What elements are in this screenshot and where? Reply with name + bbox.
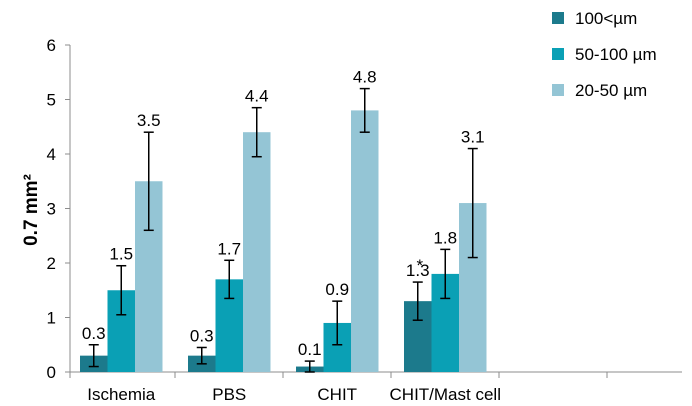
data-label: 0.3	[82, 324, 106, 343]
legend-label: 50-100 µm	[575, 45, 657, 64]
legend-swatch	[552, 12, 564, 24]
legend-swatch	[552, 48, 564, 60]
data-label: 0.3	[190, 326, 214, 345]
bar	[243, 132, 271, 372]
y-tick-label: 6	[47, 36, 56, 55]
x-category-label: CHIT/Mast cell	[390, 385, 501, 404]
y-tick-label: 1	[47, 309, 56, 328]
data-label: 1.7	[217, 239, 241, 258]
bar	[351, 110, 379, 373]
data-label: 3.5	[137, 111, 161, 130]
x-axis: Ischemia PBS CHIT CHIT/Mast cell	[69, 371, 682, 404]
x-category-label: CHIT	[317, 385, 357, 404]
y-tick-label: 0	[47, 363, 56, 382]
data-label: 0.1	[298, 340, 322, 359]
x-category-label: PBS	[212, 385, 246, 404]
y-axis: 0 1 2 3 4 5 6	[47, 36, 71, 382]
legend-label: 100<µm	[575, 9, 637, 28]
y-axis-title: 0.7 mm²	[21, 174, 42, 246]
y-tick-label: 3	[47, 200, 56, 219]
legend-label: 20-50 µm	[575, 81, 647, 100]
y-tick-label: 4	[47, 145, 56, 164]
data-label: 1.3	[406, 261, 430, 280]
legend: 100<µm 50-100 µm 20-50 µm	[552, 9, 657, 100]
bars	[80, 110, 487, 373]
data-label: 3.1	[461, 128, 485, 147]
significance-annotation: *	[416, 256, 423, 275]
data-label: 0.9	[325, 280, 349, 299]
y-tick-label: 5	[47, 91, 56, 110]
y-tick-label: 2	[47, 254, 56, 273]
data-label: 1.5	[109, 245, 133, 264]
x-category-label: Ischemia	[87, 385, 156, 404]
data-labels: 0.3 0.3 0.1 1.3 1.5 1.7 0.9 1.8 3.5 4.4 4.8 3.1 *	[82, 68, 485, 360]
data-label: 4.8	[353, 68, 377, 87]
data-label: 4.4	[245, 87, 269, 106]
data-label: 1.8	[433, 228, 457, 247]
legend-swatch	[552, 84, 564, 96]
error-bars	[88, 87, 478, 373]
